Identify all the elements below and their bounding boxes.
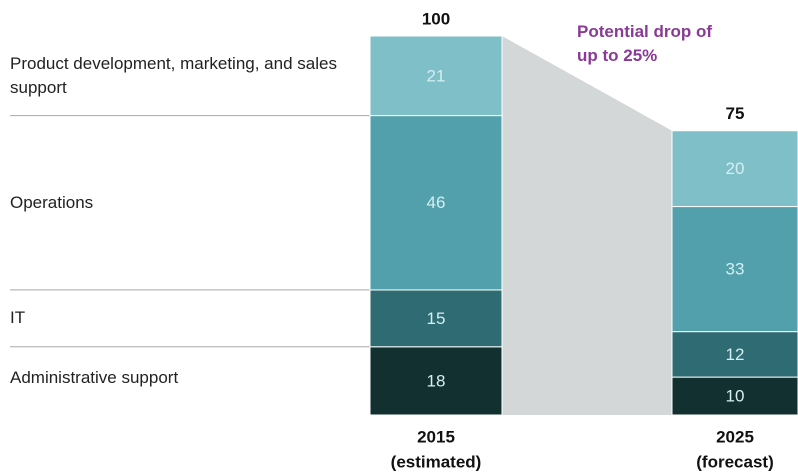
series-label: Administrative support bbox=[10, 367, 179, 387]
value-label: 33 bbox=[726, 260, 745, 279]
value-label: 15 bbox=[427, 309, 446, 328]
x-tick-note: (forecast) bbox=[696, 452, 773, 471]
bar-segment bbox=[671, 206, 798, 333]
series-label: Product development, marketing, and sale… bbox=[10, 53, 337, 97]
series-label: Operations bbox=[10, 192, 94, 212]
value-label: 12 bbox=[726, 345, 745, 364]
bar-segment bbox=[671, 130, 798, 208]
bar-segment bbox=[369, 346, 503, 416]
total-label: 75 bbox=[726, 104, 745, 123]
value-label: 21 bbox=[427, 66, 446, 85]
x-tick-label: 2025 bbox=[716, 427, 754, 446]
bar-segment bbox=[369, 115, 503, 291]
value-label: 10 bbox=[726, 387, 745, 406]
connector bbox=[502, 36, 672, 415]
bar-segment bbox=[369, 35, 503, 117]
value-label: 46 bbox=[427, 193, 446, 212]
x-tick-note: (estimated) bbox=[391, 452, 482, 471]
value-label: 20 bbox=[726, 159, 745, 178]
annotation: Potential drop of up to 25% bbox=[577, 22, 713, 65]
bar-segment bbox=[671, 331, 798, 378]
x-tick-label: 2015 bbox=[417, 427, 455, 446]
value-label: 18 bbox=[427, 371, 446, 390]
series-label: IT bbox=[10, 308, 26, 328]
total-label: 100 bbox=[422, 9, 450, 28]
